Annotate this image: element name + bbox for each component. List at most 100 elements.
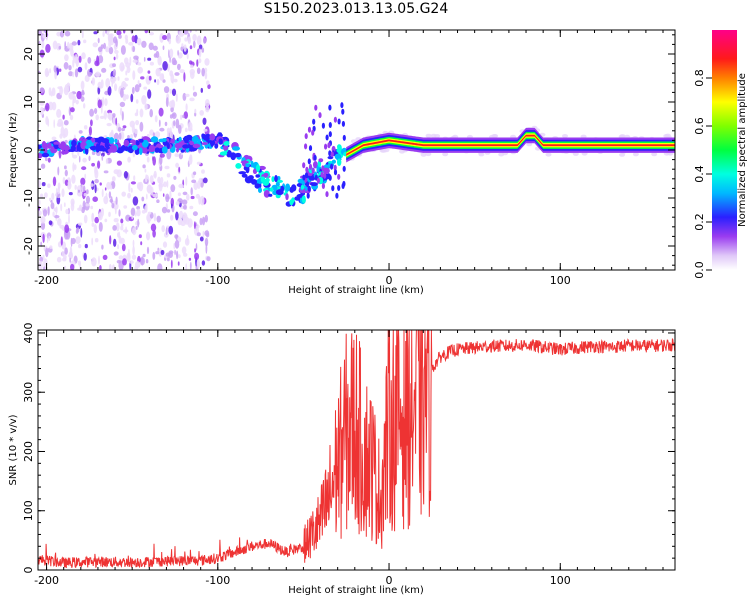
noise-blob <box>109 33 114 38</box>
noise-blob <box>74 56 79 64</box>
noise-blob <box>91 222 95 227</box>
noise-blob <box>196 67 201 75</box>
colorbar-tick-label: 0.4 <box>693 165 706 183</box>
halo-blob <box>619 152 626 157</box>
noise-blob <box>72 98 74 108</box>
noise-blob <box>168 225 174 235</box>
ridge-blob <box>214 143 219 149</box>
y-tick-label: 10 <box>22 95 35 109</box>
noise-blob <box>69 257 71 263</box>
noise-blob <box>199 217 203 226</box>
streak-blob <box>305 181 310 188</box>
noise-blob <box>41 182 46 187</box>
noise-blob <box>166 180 169 188</box>
ridge-blob <box>169 138 177 145</box>
noise-blob <box>97 99 102 109</box>
noise-blob <box>106 122 112 127</box>
noise-blob <box>68 65 72 71</box>
noise-blob <box>141 209 146 214</box>
noise-blob <box>118 132 122 140</box>
noise-blob <box>68 251 74 260</box>
noise-blob <box>64 265 67 270</box>
streak-blob <box>328 131 332 138</box>
streak-blob <box>325 134 329 141</box>
noise-blob <box>154 79 157 83</box>
noise-blob <box>118 34 122 39</box>
ridge-blob <box>263 190 270 198</box>
noise-blob <box>64 30 71 37</box>
noise-blob <box>112 117 116 125</box>
snr-frame <box>37 329 676 571</box>
noise-blob <box>43 30 49 33</box>
noise-blob <box>146 232 150 240</box>
noise-blob <box>113 238 117 247</box>
halo-blob <box>664 133 671 138</box>
noise-blob <box>94 108 98 114</box>
noise-blob <box>132 70 136 81</box>
noise-blob <box>175 93 178 102</box>
noise-blob <box>85 195 91 204</box>
ridge-blob <box>155 144 164 149</box>
noise-blob <box>91 257 97 267</box>
noise-blob <box>149 175 154 184</box>
noise-blob <box>70 202 75 212</box>
noise-blob <box>199 236 204 242</box>
noise-blob <box>155 67 161 77</box>
noise-blob <box>99 265 102 270</box>
noise-blob <box>196 35 202 46</box>
noise-blob <box>135 226 138 230</box>
ridge-blob <box>223 144 229 151</box>
noise-blob <box>165 193 170 203</box>
noise-blob <box>170 184 176 193</box>
streak-blob <box>305 166 309 173</box>
noise-blob <box>83 214 88 224</box>
noise-blob <box>115 38 118 48</box>
snr-xlabel: Height of straight line (km) <box>288 585 424 596</box>
chart-title: S150.2023.013.13.05.G24 <box>264 1 449 17</box>
streak-blob <box>312 118 316 125</box>
noise-blob <box>184 238 190 246</box>
noise-blob <box>62 114 65 120</box>
noise-blob <box>42 233 45 243</box>
ridge-blob <box>218 138 223 145</box>
ridge-blob <box>189 140 195 146</box>
noise-blob <box>147 70 151 74</box>
noise-blob <box>62 177 66 184</box>
noise-blob <box>56 256 62 263</box>
noise-blob <box>98 255 100 265</box>
ridge-blob <box>38 153 43 159</box>
y-tick-label: 100 <box>22 500 35 521</box>
streak-blob <box>314 104 318 111</box>
ridge-blob <box>252 168 258 174</box>
x-tick-label: -200 <box>34 574 59 587</box>
noise-blob <box>152 251 156 260</box>
noise-blob <box>81 52 86 60</box>
noise-blob <box>201 67 205 77</box>
noise-blob <box>135 120 140 126</box>
noise-blob <box>194 252 200 260</box>
streak-blob <box>340 102 344 109</box>
noise-blob <box>148 75 152 81</box>
noise-blob <box>57 166 60 176</box>
noise-blob <box>192 91 198 97</box>
noise-blob <box>100 79 104 89</box>
halo-blob <box>380 148 387 153</box>
noise-blob <box>192 211 198 217</box>
noise-blob <box>198 44 203 50</box>
noise-blob <box>183 44 187 52</box>
noise-blob <box>149 61 154 66</box>
noise-blob <box>159 32 164 43</box>
noise-blob <box>139 121 144 132</box>
noise-blob <box>193 221 196 230</box>
noise-blob <box>133 175 136 181</box>
noise-blob <box>101 155 104 161</box>
colorbar-label: Normalized spectral amplitude <box>737 73 748 227</box>
noise-blob <box>121 191 126 197</box>
noise-blob <box>163 181 167 188</box>
noise-blob <box>70 107 75 113</box>
noise-blob <box>130 207 136 217</box>
noise-blob <box>102 254 108 260</box>
noise-blob <box>78 222 83 226</box>
noise-blob <box>179 69 185 74</box>
